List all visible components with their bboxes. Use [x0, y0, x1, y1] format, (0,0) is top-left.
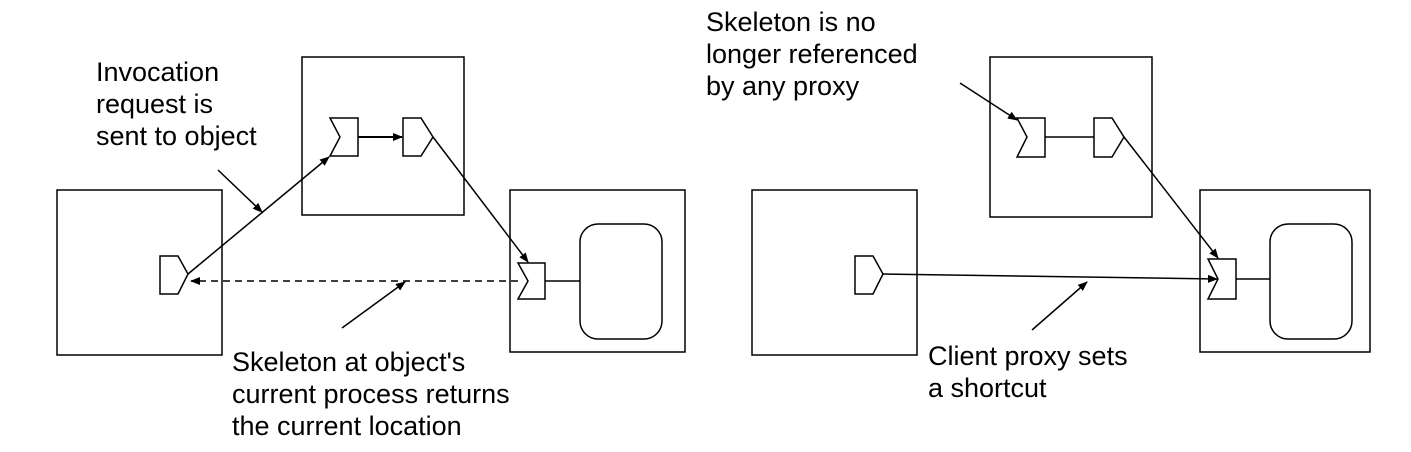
- intermediate-proxy: [402, 117, 434, 157]
- shortcut-annotation: Client proxy sets a shortcut: [928, 341, 1128, 403]
- client-proxy: [159, 255, 189, 295]
- skeleton-pointer: [959, 82, 1018, 121]
- object-process-box: [509, 189, 686, 353]
- request-annotation: Invocation request is sent to object: [96, 57, 257, 151]
- forward-arrow: [432, 136, 529, 263]
- object-process-box-2: [1199, 189, 1371, 353]
- intermediate-skeleton: [328, 117, 359, 157]
- skeleton-annotation: Skeleton is no longer referenced by any …: [706, 7, 918, 101]
- return-pointer: [341, 281, 406, 329]
- intermediate-process-box-2: [989, 56, 1153, 218]
- object-rounded-2: [1269, 223, 1353, 340]
- client-process-box: [56, 189, 223, 356]
- forward-arrow-2: [1123, 136, 1219, 259]
- object-rounded: [579, 223, 663, 340]
- shortcut-arrow: [882, 273, 1218, 283]
- intermediate-proxy-2: [1093, 117, 1125, 158]
- return-annotation: Skeleton at object's current process ret…: [232, 347, 510, 441]
- client-process-box-2: [751, 189, 918, 356]
- request-pointer: [217, 169, 263, 213]
- intermediate-skeleton-2: [1015, 117, 1046, 158]
- object-skeleton: [516, 262, 546, 300]
- shortcut-pointer: [1031, 281, 1088, 331]
- intermediate-process-box: [301, 56, 465, 216]
- request-arrow: [187, 156, 330, 275]
- client-proxy-2: [854, 255, 884, 295]
